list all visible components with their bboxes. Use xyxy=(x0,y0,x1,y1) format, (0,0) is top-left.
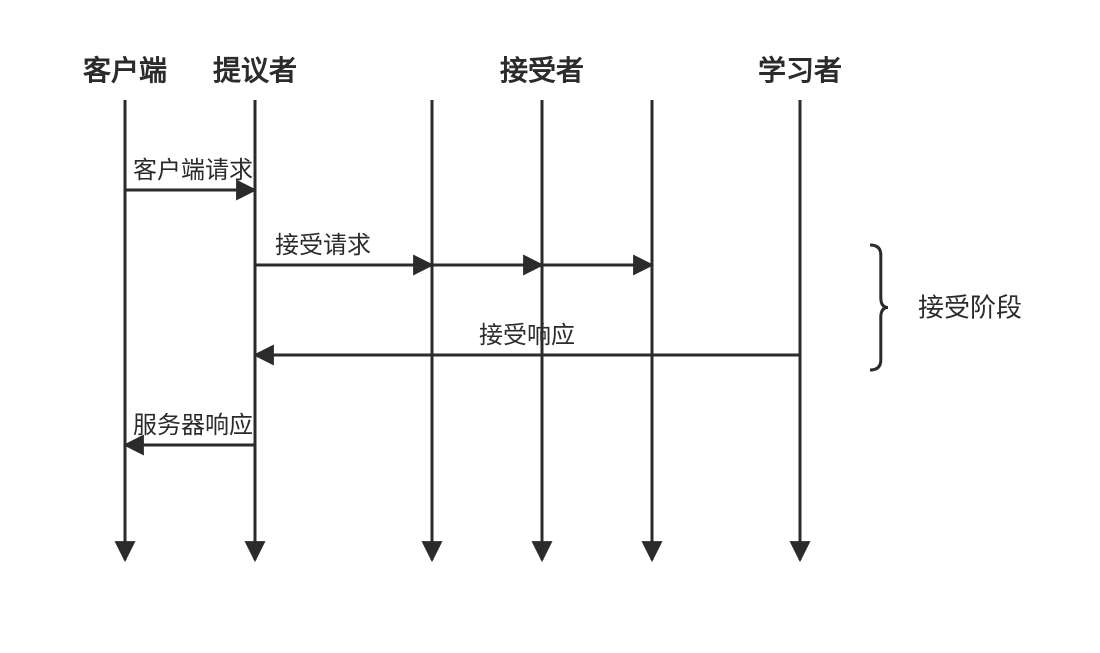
sequence-diagram: 客户端 提议者 接受者 学习者客户端请求接受请求接受响应服务器响应 接受阶段 xyxy=(0,0,1100,648)
message-label-accept-response: 接受响应 xyxy=(479,322,575,349)
lifeline-header-acceptor2: 接受者 xyxy=(500,55,584,86)
message-label-client-request: 客户端请求 xyxy=(133,157,253,184)
lifeline-header-learner: 学习者 xyxy=(758,54,842,86)
phase-label: 接受阶段 xyxy=(918,293,1022,323)
lifeline-header-client: 客户端 xyxy=(83,54,167,86)
message-label-server-response: 服务器响应 xyxy=(133,412,253,439)
lifeline-header-proposer: 提议者 xyxy=(213,55,297,86)
message-label-accept-request: 接受请求 xyxy=(275,232,371,259)
phase-bracket xyxy=(870,245,888,370)
